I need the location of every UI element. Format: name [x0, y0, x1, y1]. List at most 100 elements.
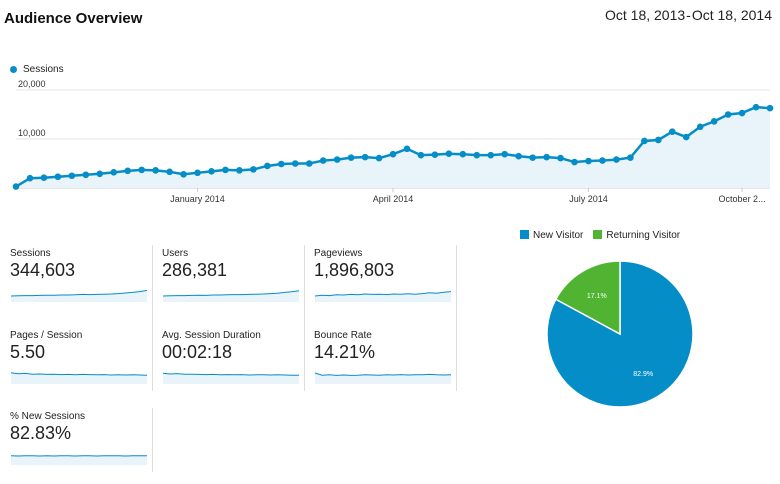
legend-marker-sessions [10, 66, 17, 73]
page-title: Audience Overview [4, 10, 143, 27]
data-point[interactable] [654, 136, 662, 144]
metric-card[interactable]: Bounce Rate 14.21% [314, 330, 458, 394]
pie-data-label: 17.1% [587, 293, 607, 300]
data-point[interactable] [668, 128, 676, 135]
sparkline-line [10, 289, 148, 297]
data-point[interactable] [82, 171, 90, 179]
data-point[interactable] [222, 166, 229, 174]
data-point[interactable] [459, 150, 467, 158]
metric-card[interactable]: Users 286,381 [162, 248, 306, 312]
data-point[interactable] [305, 160, 313, 167]
data-point[interactable] [124, 167, 132, 175]
data-point[interactable] [543, 153, 550, 161]
data-point[interactable] [347, 154, 355, 161]
data-point[interactable] [766, 104, 774, 112]
x-tick-label: July 2014 [569, 194, 608, 204]
data-point[interactable] [319, 157, 327, 164]
sparkline-line [314, 372, 452, 376]
metric-divider [152, 245, 153, 391]
data-point[interactable] [515, 152, 522, 160]
data-point[interactable] [682, 133, 690, 141]
chart-legend[interactable]: Sessions [10, 64, 64, 75]
data-point[interactable] [445, 150, 453, 157]
data-point[interactable] [724, 111, 732, 118]
data-point[interactable] [389, 150, 397, 158]
sessions-line-chart[interactable]: 10,000 20,000 January 2014 April 2014 July 2… [0, 78, 780, 208]
data-point[interactable] [26, 174, 34, 182]
data-point[interactable] [585, 157, 592, 165]
pie-slice-returning-visitor[interactable] [554, 260, 621, 336]
metric-card[interactable]: Pages / Session 5.50 [10, 330, 154, 394]
data-point[interactable] [431, 151, 439, 158]
metric-divider [456, 245, 457, 391]
metric-value: 00:02:18 [162, 342, 233, 362]
metric-card[interactable]: % New Sessions 82.83% [10, 411, 154, 475]
data-point[interactable] [54, 173, 62, 181]
data-point[interactable] [180, 170, 187, 178]
data-point[interactable] [12, 183, 20, 190]
data-point[interactable] [557, 154, 564, 162]
data-point[interactable] [291, 160, 299, 167]
data-point[interactable] [375, 154, 383, 162]
data-point[interactable] [208, 168, 215, 175]
data-point[interactable] [571, 158, 578, 166]
metric-value: 344,603 [10, 260, 76, 280]
sessions-area [16, 107, 770, 188]
data-point[interactable] [696, 123, 704, 131]
legend-swatch-new [520, 230, 529, 239]
data-point[interactable] [627, 154, 634, 161]
data-point[interactable] [487, 151, 495, 159]
data-point[interactable] [236, 167, 243, 174]
metric-value: 5.50 [10, 342, 46, 362]
x-tick-label: April 2014 [373, 194, 414, 204]
pie-legend-returning-visitor[interactable]: Returning Visitor [593, 230, 680, 241]
data-point[interactable] [68, 172, 76, 180]
data-point[interactable] [277, 160, 285, 168]
data-point[interactable] [250, 166, 257, 173]
metric-sparkline [10, 455, 147, 465]
pie-legend-new-visitor[interactable]: New Visitor [520, 230, 583, 241]
metric-divider [304, 245, 305, 391]
data-point[interactable] [361, 153, 369, 161]
sparkline-area [11, 455, 147, 465]
data-point[interactable] [473, 151, 481, 159]
data-point[interactable] [152, 167, 159, 174]
visitor-type-pie-chart[interactable]: 82.9% 17.1% [540, 254, 700, 414]
data-point[interactable] [138, 166, 145, 174]
x-tick-label: January 2014 [170, 194, 225, 204]
metric-card[interactable]: Pageviews 1,896,803 [314, 248, 458, 312]
metric-value: 82.83% [10, 423, 72, 443]
metric-card[interactable]: Sessions 344,603 [10, 248, 154, 312]
data-point[interactable] [264, 162, 271, 170]
data-point[interactable] [166, 168, 173, 176]
data-point[interactable] [738, 109, 746, 117]
data-point[interactable] [194, 169, 201, 177]
metric-label: Avg. Session Duration [162, 330, 261, 341]
data-point[interactable] [40, 174, 48, 182]
sparkline-area [11, 290, 147, 302]
data-point[interactable] [599, 157, 606, 164]
pie-legend[interactable]: New Visitor Returning Visitor [520, 230, 680, 241]
data-point[interactable] [403, 145, 411, 153]
metric-sparkline [10, 372, 148, 384]
date-range-picker[interactable]: Oct 18, 2013-Oct 18, 2014 [605, 7, 772, 23]
sparkline-area [11, 372, 147, 384]
data-point[interactable] [417, 151, 425, 159]
data-point[interactable] [110, 169, 118, 176]
metric-sparkline [314, 291, 452, 302]
sparkline-line [314, 291, 452, 297]
data-point[interactable] [529, 154, 536, 161]
metric-card[interactable]: Avg. Session Duration 00:02:18 [162, 330, 306, 394]
data-point[interactable] [752, 103, 760, 111]
pie-slice-new-visitor[interactable] [546, 260, 694, 408]
data-point[interactable] [641, 137, 648, 145]
metric-label: Pageviews [314, 248, 363, 259]
metric-label: Pages / Session [10, 330, 83, 341]
data-point[interactable] [96, 170, 104, 178]
data-point[interactable] [333, 156, 341, 163]
metric-sparkline [314, 372, 452, 384]
data-point[interactable] [613, 156, 620, 163]
metric-sparkline [162, 372, 299, 384]
data-point[interactable] [501, 150, 509, 158]
data-point[interactable] [710, 118, 718, 125]
